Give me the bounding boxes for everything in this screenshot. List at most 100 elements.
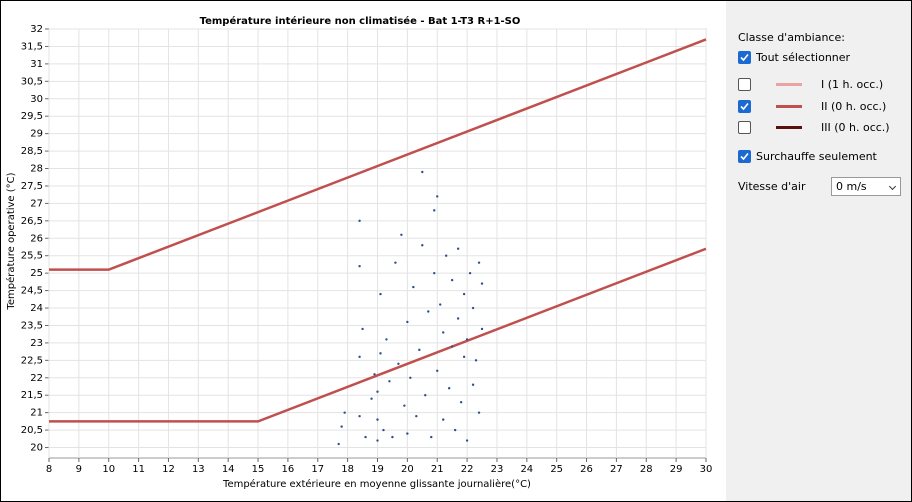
point <box>471 383 475 386</box>
y-tick-label: 29,5 <box>21 111 43 122</box>
point <box>433 271 436 275</box>
x-tick-label: 26 <box>580 464 593 475</box>
point <box>465 439 469 442</box>
class-row[interactable]: II (0 h. occ.) <box>738 100 886 113</box>
line-sample <box>776 126 802 129</box>
y-tick-label: 30,5 <box>21 76 43 87</box>
point <box>480 327 484 331</box>
point <box>421 244 424 247</box>
y-tick-label: 21,5 <box>21 390 43 401</box>
point <box>442 418 445 421</box>
y-tick-label: 25 <box>30 268 43 279</box>
point <box>340 425 343 428</box>
point <box>394 261 397 264</box>
point <box>400 233 403 236</box>
x-tick-label: 13 <box>192 464 205 475</box>
limit-line <box>49 247 707 423</box>
y-tick-label: 28 <box>30 164 43 175</box>
point <box>358 355 361 359</box>
x-tick-label: 24 <box>520 464 533 475</box>
y-tick-label: 31 <box>30 59 43 70</box>
check-path <box>740 152 749 161</box>
class-row[interactable]: III (0 h. occ.) <box>738 121 890 134</box>
point <box>450 345 454 348</box>
point <box>456 247 460 250</box>
point <box>418 348 421 352</box>
point <box>415 414 418 418</box>
point <box>358 414 361 418</box>
point <box>358 219 361 223</box>
panel-title: Classe d'ambiance: <box>738 31 845 44</box>
label: Tout sélectionner <box>756 51 851 64</box>
y-axis-label: Température operative (°C) <box>5 172 17 310</box>
point <box>406 432 409 435</box>
label: I (1 h. occ.) <box>821 78 884 91</box>
point <box>465 338 469 341</box>
point <box>471 306 475 310</box>
chart-title: Température intérieure non climatisée - … <box>200 15 521 27</box>
limit-line <box>49 38 707 271</box>
x-tick-label: 17 <box>311 464 324 475</box>
point <box>474 359 478 362</box>
x-tick-label: 16 <box>282 464 295 475</box>
x-tick-label: 11 <box>132 464 145 475</box>
y-tick-label: 20,5 <box>21 425 43 436</box>
checkbox[interactable] <box>738 51 751 64</box>
select-all[interactable]: Tout sélectionner <box>738 51 850 64</box>
label: III (0 h. occ.) <box>821 121 890 134</box>
y-tick-label: 23,5 <box>21 320 43 331</box>
point <box>379 352 382 355</box>
x-tick-label: 12 <box>162 464 175 475</box>
x-tick-label: 25 <box>550 464 563 475</box>
x-tick-label: 28 <box>640 464 653 475</box>
point <box>388 380 391 383</box>
point <box>373 373 376 376</box>
check-icon <box>740 152 749 161</box>
point <box>462 355 466 359</box>
point <box>364 435 367 439</box>
x-tick-label: 15 <box>252 464 265 475</box>
y-tick-label: 30 <box>30 94 43 105</box>
point <box>436 369 439 373</box>
check-path <box>740 102 749 111</box>
side-panel: Classe d'ambiance: Tout sélectionner I (… <box>726 1 911 501</box>
overheat[interactable]: Surchauffe seulement <box>738 150 877 163</box>
point <box>456 317 460 320</box>
checkbox[interactable] <box>738 78 751 91</box>
point <box>430 435 433 439</box>
point <box>436 195 439 198</box>
chart: Température intérieure non climatisée - … <box>5 15 713 490</box>
y-tick-label: 28,5 <box>21 146 43 157</box>
point <box>427 310 430 313</box>
x-axis-label: Température extérieure en moyenne glissa… <box>222 478 531 490</box>
point <box>376 439 379 442</box>
point <box>376 390 379 393</box>
point <box>468 271 472 275</box>
x-tick-label: 9 <box>76 464 82 475</box>
class-row[interactable]: I (1 h. occ.) <box>738 78 883 91</box>
checkbox[interactable] <box>738 100 751 113</box>
point <box>412 285 415 289</box>
y-tick-label: 27,5 <box>21 181 43 192</box>
point <box>397 362 400 366</box>
point <box>424 394 427 397</box>
y-tick-label: 25,5 <box>21 251 43 262</box>
point <box>459 400 463 404</box>
checkbox[interactable] <box>738 150 751 163</box>
line-sample <box>776 105 802 108</box>
x-tick-label: 22 <box>461 464 474 475</box>
y-tick-label: 29 <box>30 129 43 140</box>
point <box>421 170 424 174</box>
air-speed-select[interactable]: 0 m/s <box>831 177 901 196</box>
point <box>379 292 382 296</box>
point <box>477 411 481 414</box>
checkbox[interactable] <box>738 121 751 134</box>
check-path <box>740 53 749 62</box>
air-speed-label: Vitesse d'air <box>738 180 806 193</box>
point <box>447 387 451 390</box>
point <box>453 428 457 432</box>
x-tick-label: 30 <box>700 464 713 475</box>
x-tick-label: 29 <box>670 464 683 475</box>
point <box>433 209 436 212</box>
y-tick-label: 27 <box>30 198 43 209</box>
